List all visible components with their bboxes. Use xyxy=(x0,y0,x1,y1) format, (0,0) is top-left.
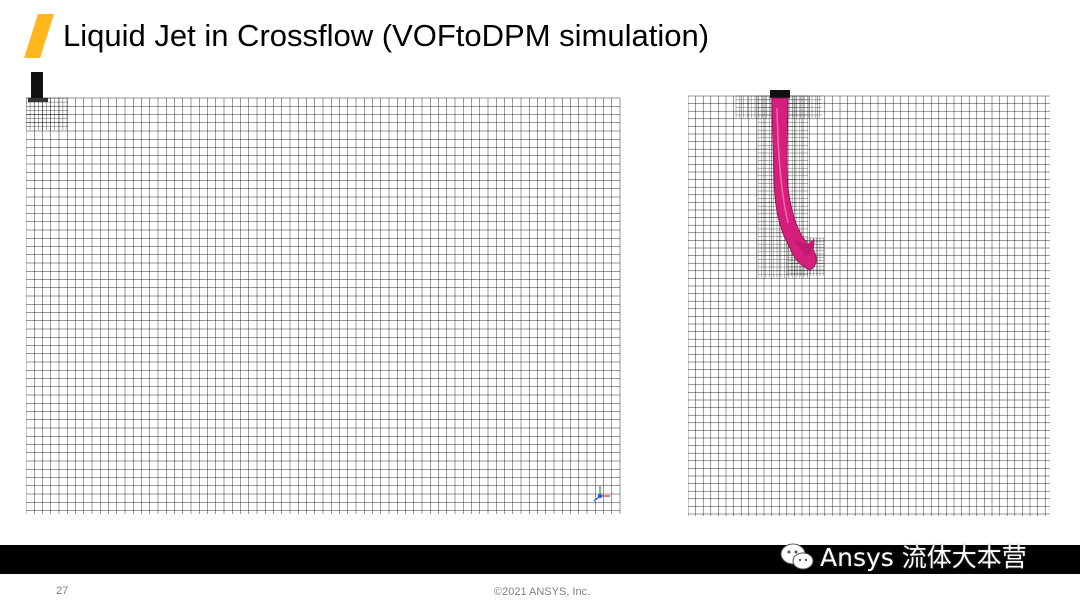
triad-axes-icon xyxy=(593,486,610,502)
watermark-text: Ansys 流体大本营 xyxy=(820,543,1027,572)
liquid-jet-highlight xyxy=(776,107,789,224)
slide-title: Liquid Jet in Crossflow (VOFtoDPM simula… xyxy=(63,18,710,53)
footer-bar xyxy=(0,545,1080,574)
title-accent-slash xyxy=(24,14,54,58)
nozzle-base xyxy=(28,98,48,102)
liquid-jet-ligament xyxy=(792,238,815,256)
copyright-text: ©2021 ANSYS, Inc. xyxy=(494,586,591,598)
mesh-figure-left xyxy=(26,72,621,514)
left-mesh-refinement xyxy=(26,97,68,130)
left-mesh-grid xyxy=(26,97,621,514)
brand-area: Ansys 流体大本营 xyxy=(780,536,1080,582)
jet-nozzle xyxy=(770,90,790,98)
mesh-figure-right xyxy=(688,90,1050,516)
liquid-jet xyxy=(771,97,817,271)
page-number: 27 xyxy=(56,585,69,597)
wechat-icon xyxy=(780,543,814,570)
nozzle-inlet xyxy=(31,72,43,100)
right-mesh-grid xyxy=(688,95,1050,516)
